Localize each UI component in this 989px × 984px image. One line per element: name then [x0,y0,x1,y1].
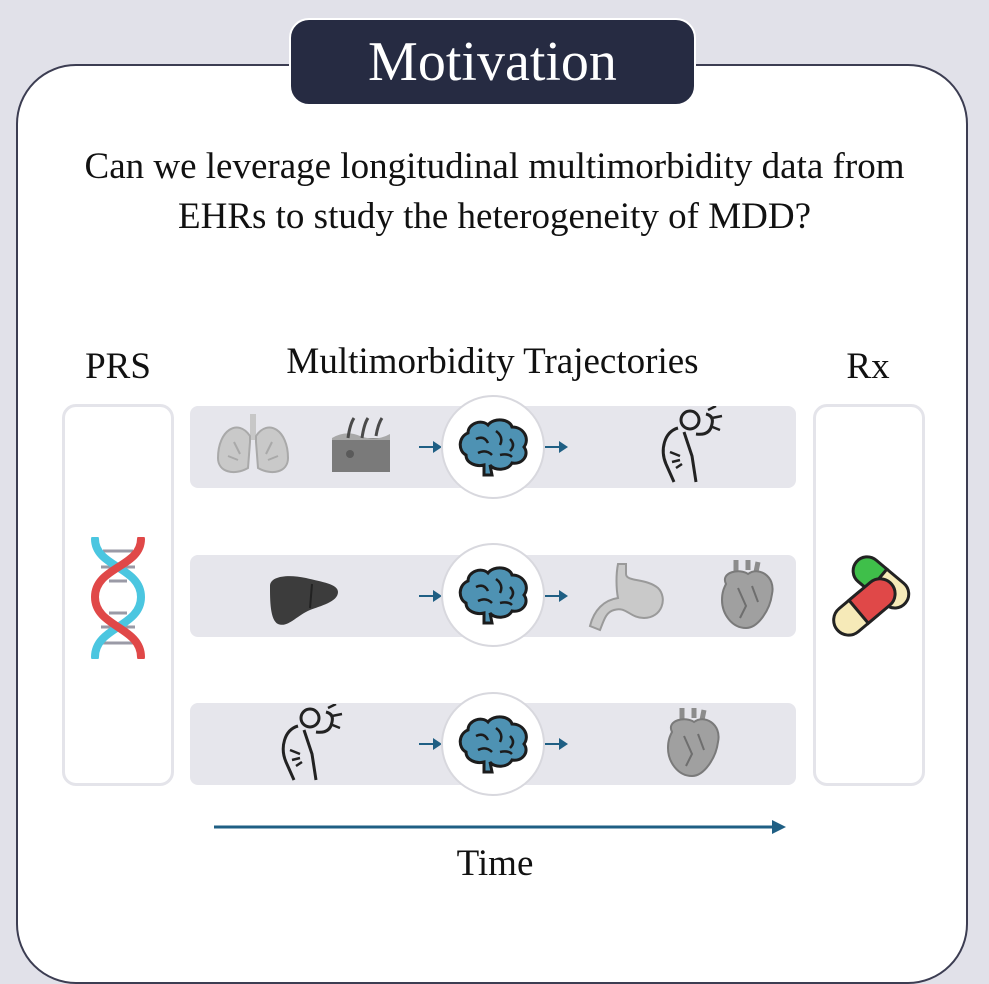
prs-box [62,404,174,786]
title-banner: Motivation [289,18,696,106]
brain-icon [458,566,528,625]
prs-label: PRS [85,346,151,387]
lungs-icon [216,414,290,474]
title-text: Motivation [368,31,617,93]
arrow-icon [419,590,442,602]
brain-node-2 [441,543,545,647]
pill-icon [832,555,911,637]
back-pain-icon [661,406,723,483]
heart-icon [666,708,720,778]
rx-box [813,404,925,786]
arrow-icon [419,441,442,453]
arrow-icon [545,441,568,453]
trajectories-label: Multimorbidity Trajectories [286,341,699,382]
brain-node-1 [441,395,545,499]
motivation-question: Can we leverage longitudinal multimorbid… [84,146,905,237]
brain-icon [458,715,528,774]
stomach-icon [588,563,664,632]
arrow-icon [545,590,568,602]
time-label: Time [456,843,534,884]
dna-icon [90,537,146,659]
rx-label: Rx [846,346,890,387]
back-pain-icon [281,704,343,781]
arrow-icon [545,738,568,750]
heart-icon [720,560,774,630]
liver-icon [270,576,338,625]
motivation-card [16,64,968,984]
time-arrow [214,820,786,834]
arrow-icon [419,738,442,750]
brain-icon [458,418,528,477]
brain-node-3 [441,692,545,796]
skin-icon [332,417,390,472]
